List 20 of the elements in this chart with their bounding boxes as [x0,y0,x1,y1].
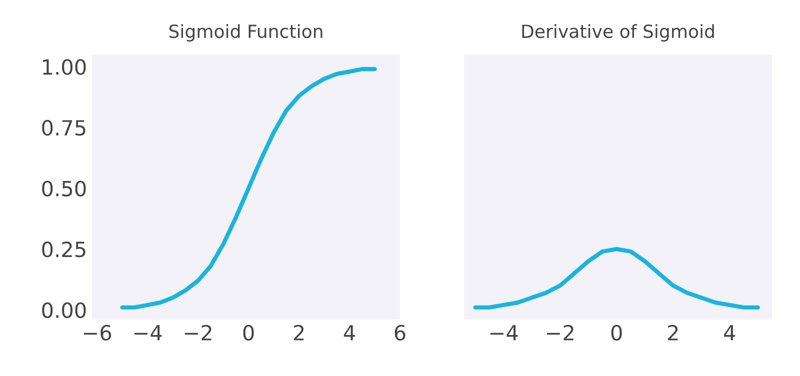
x-tick-label: −2 [546,324,574,340]
line-series [120,67,377,310]
x-tick-label: 4 [344,325,355,340]
chart-title: Sigmoid Function [169,24,322,42]
x-tick-label: 0 [611,324,622,341]
x-tick-label: −4 [134,325,162,340]
y-tick-label: 0.25 [42,242,86,258]
x-tick-label: −6 [84,324,112,341]
x-tick-label: 6 [394,324,406,341]
x-tick-label: 2 [294,324,304,340]
x-tick-label: 4 [724,325,736,340]
x-tick-label: 0 [243,324,254,341]
x-tick-label: −2 [184,324,212,340]
x-tick-label: 2 [668,324,678,340]
y-tick-label: 0.00 [42,302,86,318]
y-tick-label: 0.75 [42,120,86,136]
y-tick-label: 1.00 [43,59,86,75]
y-tick-label: 0.50 [42,180,86,196]
chart-title: Derivative of Sigmoid [522,24,714,42]
x-tick-label: −4 [490,325,518,340]
